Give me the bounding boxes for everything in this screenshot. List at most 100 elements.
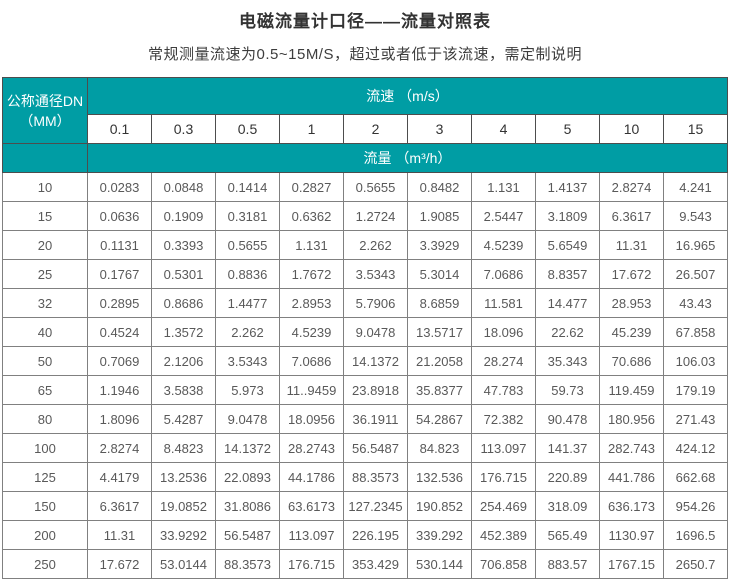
dn-cell: 125 [2, 462, 88, 492]
flow-value-cell: 2.262 [215, 317, 280, 347]
velocity-value-cell: 5 [535, 114, 600, 144]
flow-value-cell: 424.12 [663, 433, 728, 463]
flow-value-cell: 2.8953 [279, 288, 344, 318]
flow-value-cell: 1696.5 [663, 520, 728, 550]
flow-value-cell: 1.131 [471, 172, 536, 202]
flow-value-cell: 14.477 [535, 288, 600, 318]
flow-value-cell: 28.274 [471, 346, 536, 376]
flow-value-cell: 339.292 [407, 520, 472, 550]
flow-value-cell: 35.8377 [407, 375, 472, 405]
flow-value-cell: 0.4524 [87, 317, 152, 347]
flow-value-cell: 2.262 [343, 230, 408, 260]
flow-value-cell: 1.2724 [343, 201, 408, 231]
flow-value-cell: 1.131 [279, 230, 344, 260]
table-row: 50 0.7069 2.1206 3.5343 7.0686 14.1372 21.2058… [2, 346, 728, 376]
flow-value-cell: 954.26 [663, 491, 728, 521]
flow-value-cell: 4.5239 [279, 317, 344, 347]
flow-value-cell: 2.8274 [87, 433, 152, 463]
flow-value-cell: 70.686 [599, 346, 664, 376]
corner-header: 公称通径DN （MM） [2, 77, 88, 144]
flow-value-cell: 18.0956 [279, 404, 344, 434]
velocity-value-cell: 1 [279, 114, 344, 144]
flow-value-cell: 28.953 [599, 288, 664, 318]
flow-value-cell: 3.5343 [343, 259, 408, 289]
table-row: 65 1.1946 3.5838 5.973 11..9459 23.8918 35.837… [2, 375, 728, 405]
flow-value-cell: 2.1206 [151, 346, 216, 376]
flow-value-cell: 11..9459 [279, 375, 344, 405]
flow-value-cell: 0.0283 [87, 172, 152, 202]
flow-value-cell: 5.3014 [407, 259, 472, 289]
page-subtitle: 常规测量流速为0.5~15M/S，超过或者低于该流速，需定制说明 [148, 46, 582, 63]
flow-value-cell: 0.7069 [87, 346, 152, 376]
dn-cell: 20 [2, 230, 88, 260]
flow-value-cell: 0.1909 [151, 201, 216, 231]
flow-value-cell: 0.6362 [279, 201, 344, 231]
page-title: 电磁流量计口径——流量对照表 [239, 12, 491, 31]
flow-value-cell: 5.4287 [151, 404, 216, 434]
flow-value-cell: 0.2827 [279, 172, 344, 202]
flow-unit-header: 流量 （m³/h） [87, 143, 728, 173]
velocity-value-cell: 2 [343, 114, 408, 144]
flow-value-cell: 63.6173 [279, 491, 344, 521]
flow-value-cell: 14.1372 [215, 433, 280, 463]
flow-value-cell: 0.0636 [87, 201, 152, 231]
flow-value-cell: 28.2743 [279, 433, 344, 463]
flow-value-cell: 282.743 [599, 433, 664, 463]
flow-value-cell: 0.8836 [215, 259, 280, 289]
flow-value-cell: 636.173 [599, 491, 664, 521]
corner-header-line2: （MM） [19, 112, 71, 129]
flow-value-cell: 14.1372 [343, 346, 408, 376]
velocity-header-row: 公称通径DN （MM） 流速 （m/s） [2, 77, 728, 144]
flow-value-cell: 113.097 [471, 433, 536, 463]
velocity-value-cell: 4 [471, 114, 536, 144]
flow-value-cell: 17.672 [87, 549, 152, 579]
velocity-value-cell: 0.1 [87, 114, 152, 144]
flow-value-cell: 176.715 [279, 549, 344, 579]
flow-value-cell: 5.973 [215, 375, 280, 405]
velocity-header: 流速 （m/s） [87, 77, 728, 115]
dn-cell: 25 [2, 259, 88, 289]
flow-value-cell: 441.786 [599, 462, 664, 492]
dn-cell: 100 [2, 433, 88, 463]
flow-value-cell: 0.3393 [151, 230, 216, 260]
flow-value-cell: 565.49 [535, 520, 600, 550]
flow-value-cell: 0.5655 [215, 230, 280, 260]
flow-value-cell: 9.543 [663, 201, 728, 231]
flow-value-cell: 662.68 [663, 462, 728, 492]
flow-value-cell: 0.1414 [215, 172, 280, 202]
flow-value-cell: 84.823 [407, 433, 472, 463]
table-row: 32 0.2895 0.8686 1.4477 2.8953 5.7906 8.6859 11… [2, 288, 728, 318]
flow-value-cell: 179.19 [663, 375, 728, 405]
corner-header-line1: 公称通径DN [6, 92, 84, 109]
flow-value-cell: 5.6549 [535, 230, 600, 260]
flow-value-cell: 33.9292 [151, 520, 216, 550]
flow-value-cell: 22.62 [535, 317, 600, 347]
flow-value-cell: 1.9085 [407, 201, 472, 231]
flow-value-cell: 3.5343 [215, 346, 280, 376]
flow-value-cell: 31.8086 [215, 491, 280, 521]
flow-value-cell: 106.03 [663, 346, 728, 376]
flow-value-cell: 18.096 [471, 317, 536, 347]
flow-value-cell: 56.5487 [343, 433, 408, 463]
flow-value-cell: 1767.15 [599, 549, 664, 579]
flow-value-cell: 7.0686 [279, 346, 344, 376]
dn-cell: 15 [2, 201, 88, 231]
flow-value-cell: 17.672 [599, 259, 664, 289]
flow-value-cell: 6.3617 [87, 491, 152, 521]
flow-value-cell: 141.37 [535, 433, 600, 463]
velocity-values-row: 0.1 0.3 0.5 1 2 3 4 5 10 15 [3, 114, 728, 144]
velocity-value-cell: 10 [599, 114, 664, 144]
flow-value-cell: 271.43 [663, 404, 728, 434]
flow-value-cell: 11.31 [87, 520, 152, 550]
flow-value-cell: 35.343 [535, 346, 600, 376]
flow-value-cell: 9.0478 [343, 317, 408, 347]
flow-value-cell: 5.7906 [343, 288, 408, 318]
flow-comparison-table: 公称通径DN （MM） 流速 （m/s） 0.1 0.3 0.5 1 2 3 4 5 10 15 … [2, 77, 728, 579]
flow-value-cell: 88.3573 [215, 549, 280, 579]
table-row: 20 0.1131 0.3393 0.5655 1.131 2.262 3.3929 4.52… [2, 230, 728, 260]
flow-value-cell: 72.382 [471, 404, 536, 434]
flow-value-cell: 530.144 [407, 549, 472, 579]
table-row: 40 0.4524 1.3572 2.262 4.5239 9.0478 13.5717 18… [2, 317, 728, 347]
flow-value-cell: 4.241 [663, 172, 728, 202]
flow-value-cell: 9.0478 [215, 404, 280, 434]
